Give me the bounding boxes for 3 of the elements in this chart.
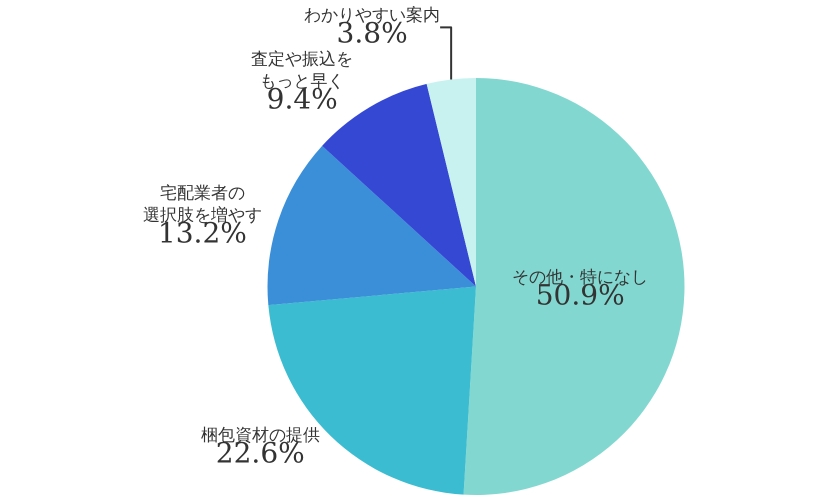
pie-slice <box>426 78 476 286</box>
pie-slice <box>464 78 684 495</box>
pie-slice <box>268 146 476 306</box>
